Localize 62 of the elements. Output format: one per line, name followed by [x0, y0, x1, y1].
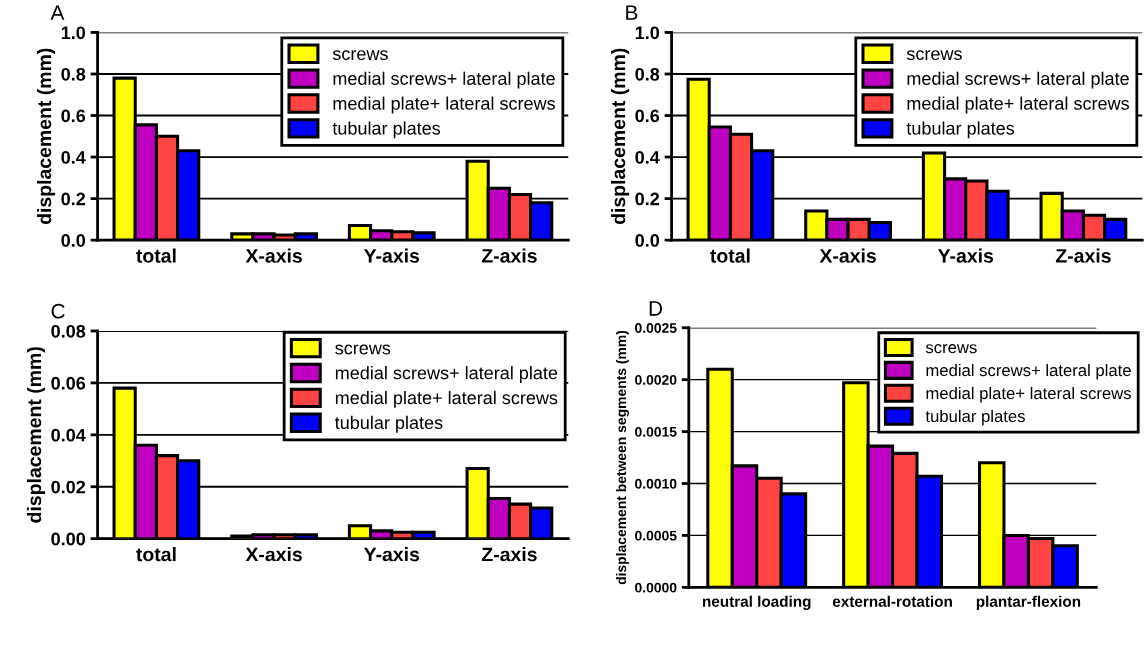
- legend-label: medial screws+ lateral plate: [907, 71, 1129, 89]
- x-tick-label: external-rotation: [832, 595, 952, 607]
- x-tick-label: plantar-flexion: [976, 595, 1081, 610]
- y-axis-title: displacement (mm): [37, 48, 56, 225]
- y-axis-title: displacement (mm): [26, 347, 46, 523]
- x-tick-label: Y-axis: [363, 248, 420, 263]
- legend-label: screws: [335, 344, 391, 355]
- y-tick-label: 0.0005: [635, 530, 677, 541]
- x-tick-label: X-axis: [245, 248, 302, 263]
- x-tick-label: Z-axis: [1055, 248, 1111, 263]
- y-tick-label: 0.8: [635, 67, 660, 81]
- chart-title: D: [649, 301, 663, 316]
- x-tick-label: total: [136, 248, 176, 263]
- legend-label: tubular plates: [334, 415, 443, 433]
- y-tick-label: 0.0025: [635, 323, 677, 333]
- y-tick-label: 0.08: [51, 324, 86, 338]
- y-tick-label: 0.2: [61, 192, 86, 206]
- x-tick-label: Z-axis: [481, 547, 537, 562]
- legend-label: tubular plates: [332, 121, 441, 139]
- y-axis-title: displacement between segments (mm): [615, 330, 629, 585]
- chart-title: A: [50, 5, 65, 20]
- x-tick-label: X-axis: [819, 248, 876, 263]
- legend-label: screws: [925, 344, 977, 354]
- x-tick-label: total: [710, 248, 750, 263]
- legend-label: screws: [332, 50, 388, 61]
- y-axis-title: displacement (mm): [611, 48, 630, 225]
- legend-label: medial plate+ lateral screws: [333, 96, 555, 114]
- x-tick-label: Z-axis: [481, 248, 537, 263]
- y-tick-label: 0.0010: [635, 478, 677, 489]
- y-tick-label: 0.04: [51, 428, 86, 442]
- y-tick-label: 0.6: [61, 109, 86, 123]
- legend-label: medial screws+ lateral plate: [335, 366, 558, 383]
- legend-label: medial plate+ lateral screws: [907, 96, 1129, 114]
- legend-label: medial plate+ lateral screws: [926, 386, 1131, 403]
- x-tick-label: Y-axis: [937, 248, 994, 263]
- legend-label: tubular plates: [925, 409, 1025, 426]
- y-tick-label: 0.06: [51, 376, 86, 390]
- y-tick-label: 0.0015: [635, 426, 677, 437]
- legend-label: screws: [906, 50, 962, 61]
- y-tick-label: 1.0: [635, 26, 660, 40]
- chart-title: C: [51, 303, 65, 319]
- y-tick-label: 0.0000: [635, 582, 677, 593]
- legend-label: medial screws+ lateral plate: [926, 363, 1131, 380]
- y-tick-label: 0.0020: [635, 375, 677, 385]
- y-tick-label: 0.8: [61, 67, 86, 81]
- x-tick-label: neutral loading: [702, 595, 811, 610]
- legend-label: medial screws+ lateral plate: [333, 71, 555, 89]
- legend-label: medial plate+ lateral screws: [335, 390, 558, 408]
- x-tick-label: Y-axis: [363, 547, 420, 562]
- x-tick-label: total: [136, 547, 176, 562]
- y-tick-label: 1.0: [61, 26, 86, 40]
- y-tick-label: 0.02: [51, 480, 86, 494]
- y-tick-label: 0.4: [635, 150, 660, 164]
- y-tick-label: 0.0: [635, 234, 660, 247]
- y-tick-label: 0.4: [61, 150, 86, 164]
- y-tick-label: 0.0: [61, 234, 86, 247]
- legend-label: tubular plates: [906, 121, 1015, 139]
- chart-title: B: [626, 5, 638, 20]
- x-tick-label: X-axis: [245, 547, 302, 562]
- y-tick-label: 0.2: [635, 192, 660, 206]
- y-tick-label: 0.6: [635, 109, 660, 123]
- y-tick-label: 0.00: [51, 532, 86, 546]
